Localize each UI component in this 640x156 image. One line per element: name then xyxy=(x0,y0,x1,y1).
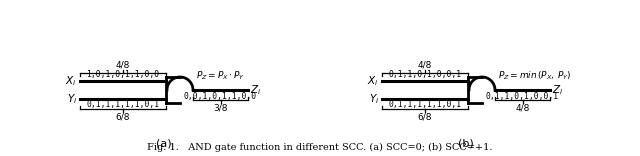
Text: 0,0,1,0,1,1,0,0: 0,0,1,0,1,1,0,0 xyxy=(184,92,257,100)
Text: 0,1,1,0,1,0,0,1: 0,1,1,0,1,0,0,1 xyxy=(486,92,559,100)
Text: $X_i$: $X_i$ xyxy=(367,74,379,88)
Text: 0,1,1,0,1,0,0,1: 0,1,1,0,1,0,0,1 xyxy=(388,71,461,80)
Text: (a): (a) xyxy=(156,139,172,149)
Text: 6/8: 6/8 xyxy=(418,113,432,122)
Text: 6/8: 6/8 xyxy=(116,113,131,122)
Text: 0,1,1,1,1,1,0,1: 0,1,1,1,1,1,0,1 xyxy=(388,100,461,110)
Text: 0,1,1,1,1,1,0,1: 0,1,1,1,1,1,0,1 xyxy=(86,100,159,110)
Text: $Z_i$: $Z_i$ xyxy=(552,83,563,97)
Text: 4/8: 4/8 xyxy=(116,60,130,69)
Text: Fig. 1.   AND gate function in different SCC. (a) SCC=0; (b) SCC=+1.: Fig. 1. AND gate function in different S… xyxy=(147,143,493,152)
Text: 1,0,1,0,1,1,0,0: 1,0,1,0,1,1,0,0 xyxy=(86,71,159,80)
Text: (b): (b) xyxy=(458,139,474,149)
Text: $X_i$: $X_i$ xyxy=(65,74,77,88)
Text: 4/8: 4/8 xyxy=(515,104,530,113)
Text: 3/8: 3/8 xyxy=(213,104,228,113)
Text: 4/8: 4/8 xyxy=(418,60,432,69)
Text: $P_Z = P_X \cdot P_Y$: $P_Z = P_X \cdot P_Y$ xyxy=(196,70,245,82)
Text: $Y_i$: $Y_i$ xyxy=(369,92,379,106)
Text: $Z_i$: $Z_i$ xyxy=(250,83,261,97)
Text: $P_Z = min\,(P_X,\,P_Y)$: $P_Z = min\,(P_X,\,P_Y)$ xyxy=(498,70,572,82)
Text: $Y_i$: $Y_i$ xyxy=(67,92,77,106)
